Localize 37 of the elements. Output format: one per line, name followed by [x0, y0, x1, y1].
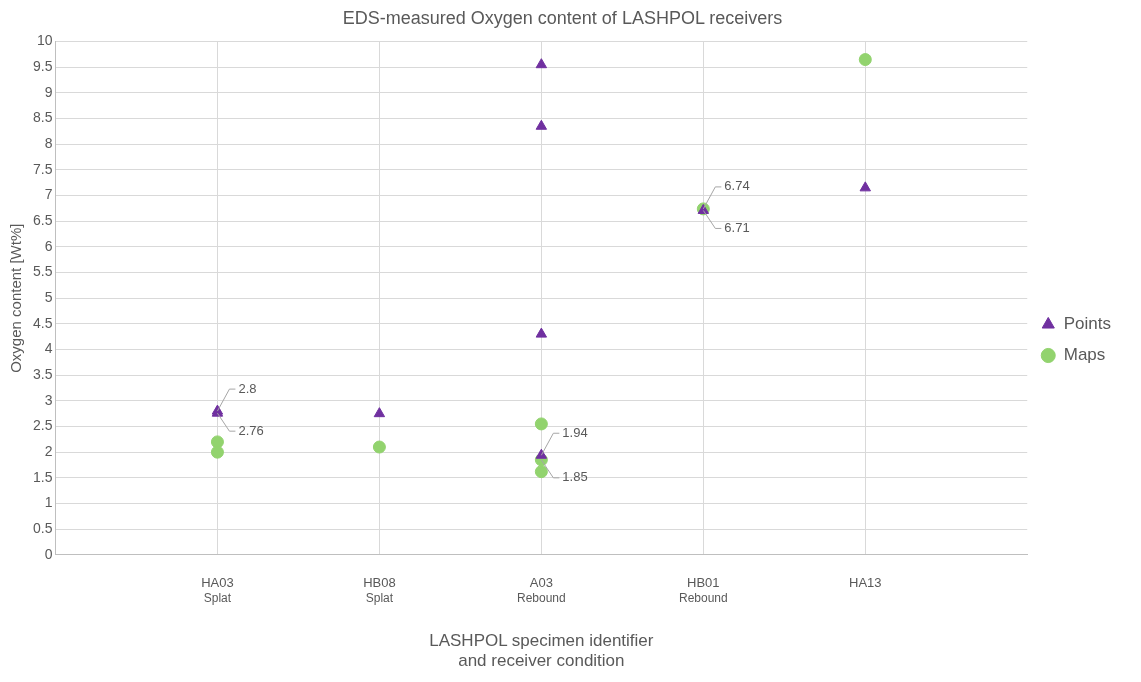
- data-label: 2.76: [238, 422, 264, 438]
- y-tick-label: 3: [44, 391, 53, 408]
- y-tick-label: 9.5: [32, 58, 53, 75]
- data-label: 6.74: [724, 178, 750, 194]
- y-tick-label: 5: [44, 289, 53, 306]
- chart-title: EDS-measured Oxygen content of LASHPOL receivers: [342, 7, 783, 28]
- y-tick-label: 6.5: [32, 212, 53, 229]
- y-tick-label: 8: [44, 135, 53, 152]
- x-tick-label: HA03 Splat: [201, 574, 234, 606]
- y-tick-label: 7.5: [32, 160, 53, 177]
- x-tick-label: A03 Rebound: [517, 574, 566, 606]
- y-tick-label: 7: [44, 186, 53, 203]
- legend-label: Points: [1063, 314, 1111, 334]
- y-tick-label: 8.5: [32, 109, 53, 126]
- x-tick-label: HA13: [849, 574, 882, 590]
- data-label: 1.94: [562, 424, 588, 440]
- y-tick-label: 2: [44, 443, 53, 460]
- y-tick-label: 9: [44, 83, 53, 100]
- data-label: 6.71: [724, 220, 750, 236]
- x-tick-label: HB08 Splat: [363, 574, 396, 606]
- y-tick-label: 2.5: [32, 417, 53, 434]
- x-axis-title: LASHPOL specimen identifier and receiver condition: [429, 631, 654, 671]
- legend-label: Maps: [1063, 345, 1106, 365]
- y-tick-label: 1.5: [32, 468, 53, 485]
- y-tick-label: 4: [44, 340, 53, 357]
- y-tick-label: 5.5: [32, 263, 53, 280]
- y-tick-label: 0.5: [32, 520, 53, 536]
- data-label: 1.85: [562, 469, 588, 485]
- y-tick-label: 0: [44, 545, 53, 562]
- y-axis-title: Oxygen content [Wt%]: [7, 223, 25, 373]
- y-tick-label: 3.5: [32, 366, 53, 383]
- data-label: 2.8: [238, 380, 257, 396]
- y-tick-label: 6: [44, 237, 53, 254]
- y-tick-label: 10: [36, 32, 53, 49]
- y-tick-label: 4.5: [32, 314, 53, 331]
- x-tick-label: HB01 Rebound: [678, 574, 728, 606]
- y-tick-label: 1: [44, 494, 53, 511]
